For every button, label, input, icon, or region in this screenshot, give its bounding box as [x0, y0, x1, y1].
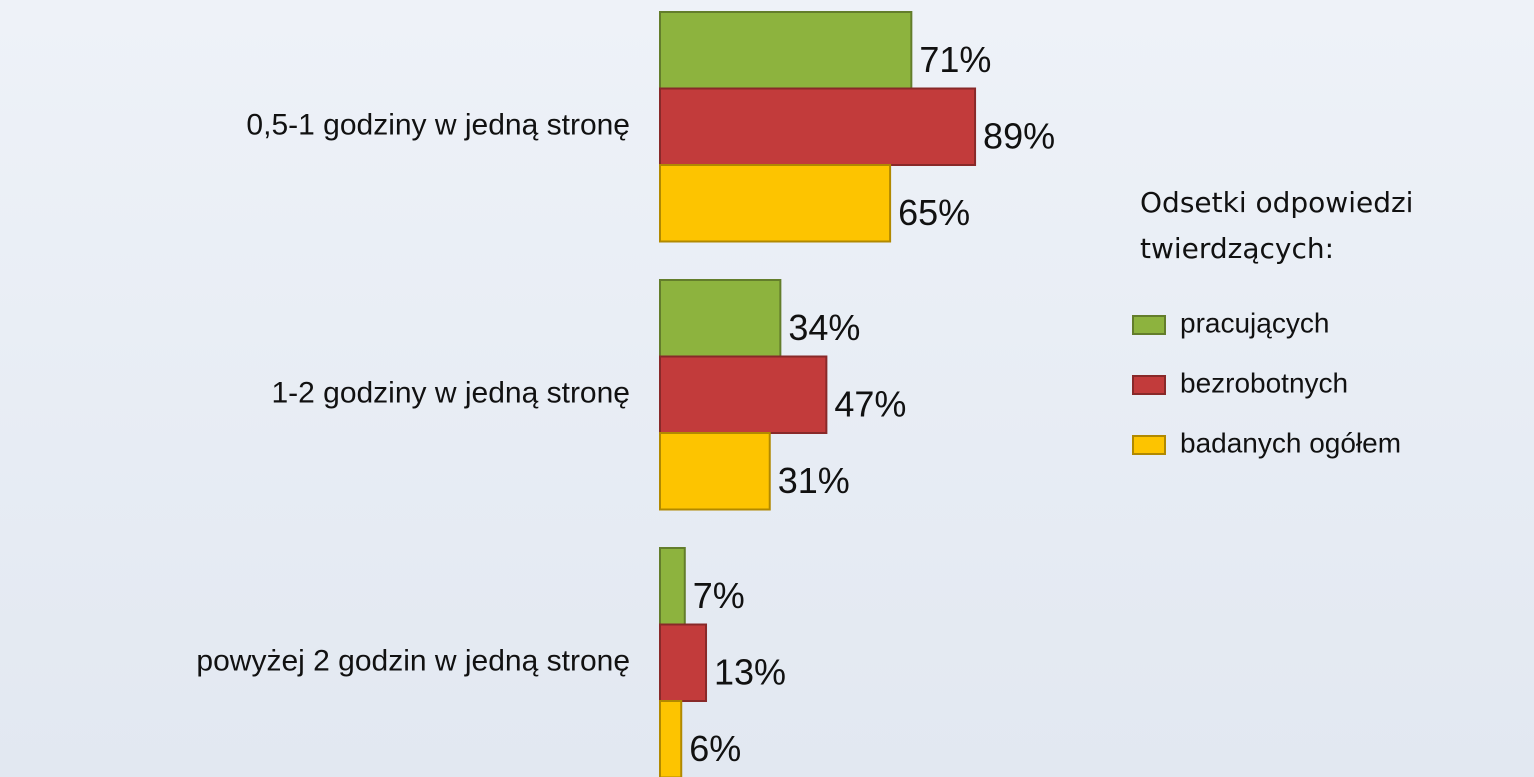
- legend-swatch: [1132, 435, 1166, 455]
- bar: [659, 700, 683, 777]
- value-label: 65%: [898, 192, 970, 233]
- legend-label: bezrobotnych: [1180, 367, 1348, 398]
- category-label: 1-2 godziny w jedną stronę: [271, 377, 630, 410]
- bar: [659, 432, 771, 511]
- legend-swatch: [1132, 315, 1166, 335]
- legend-swatch: [1132, 375, 1166, 395]
- category-label: 0,5-1 godziny w jedną stronę: [246, 109, 630, 142]
- legend-title: Odsetki odpowiedzi twierdzących:: [1140, 186, 1414, 265]
- bar: [659, 623, 708, 702]
- bar: [659, 11, 913, 90]
- value-label: 7%: [693, 575, 745, 616]
- value-label: 47%: [834, 383, 906, 424]
- category-label: powyżej 2 godzin w jedną stronę: [196, 645, 630, 678]
- bar: [659, 164, 892, 243]
- bar: [659, 547, 686, 626]
- bar: [659, 279, 782, 358]
- value-label: 34%: [788, 307, 860, 348]
- value-label: 13%: [714, 651, 786, 692]
- value-label: 71%: [919, 39, 991, 80]
- legend-label: pracujących: [1180, 307, 1329, 338]
- bar: [659, 87, 977, 166]
- legend-label: badanych ogółem: [1180, 427, 1401, 458]
- value-label: 6%: [689, 728, 741, 769]
- value-label: 31%: [778, 460, 850, 501]
- value-label: 89%: [983, 115, 1055, 156]
- bar: [659, 355, 828, 434]
